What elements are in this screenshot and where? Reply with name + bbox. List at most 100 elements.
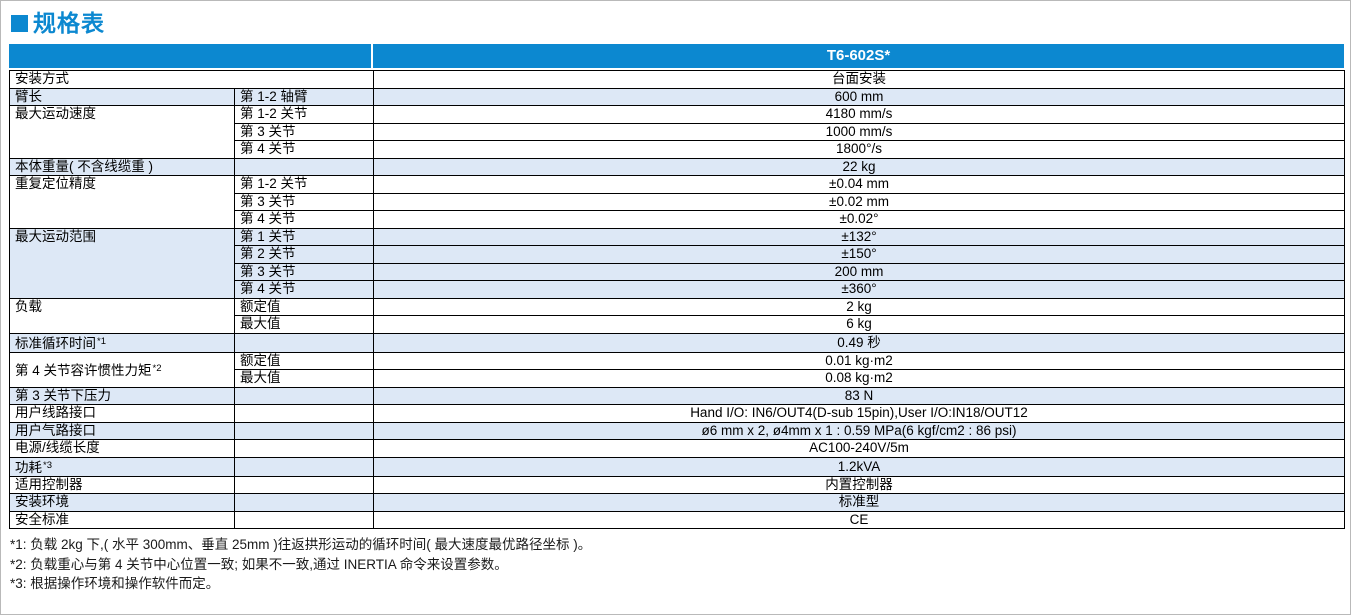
spec-label-cell: 最大运动速度 bbox=[9, 105, 235, 159]
spec-value-cell: Hand I/O: IN6/OUT4(D-sub 15pin),User I/O… bbox=[373, 404, 1345, 423]
spec-subitem-cell: 第 4 关节 bbox=[234, 140, 374, 159]
table-row: 第 3 关节下压力 83 N bbox=[9, 386, 1345, 405]
spec-subitem-cell bbox=[234, 493, 374, 512]
spec-subitem-cell bbox=[234, 404, 374, 423]
spec-subitem-cell bbox=[234, 475, 374, 494]
footnote-line: *1: 负载 2kg 下,( 水平 300mm、垂直 25mm )往返拱形运动的… bbox=[10, 537, 592, 552]
footnote-marker: *3 bbox=[43, 459, 52, 471]
table-row: 第 4 关节 ±360° bbox=[10, 280, 1345, 299]
spec-value-cell: ±132° bbox=[373, 227, 1345, 246]
spec-subitem-cell: 第 3 关节 bbox=[234, 262, 374, 281]
spec-value-cell: 600 mm bbox=[373, 87, 1345, 106]
spec-value-cell: ±0.02 mm bbox=[373, 192, 1345, 211]
spec-subitem-cell bbox=[234, 456, 374, 477]
spec-subitem-cell: 最大值 bbox=[234, 369, 374, 388]
table-row: 最大运动速度第 1-2 关节 4180 mm/s bbox=[9, 105, 1345, 159]
spec-subitem-cell bbox=[234, 332, 374, 353]
table-header-bar: T6-602S* bbox=[9, 44, 1344, 68]
spec-label-cell: 用户线路接口 bbox=[9, 404, 235, 423]
spec-value-cell: 1800°/s bbox=[373, 140, 1345, 159]
spec-label-cell: 电源/线缆长度 bbox=[9, 439, 235, 458]
spec-value-cell: 0.01 kg·m2 bbox=[373, 351, 1345, 370]
spec-value-cell: 4180 mm/s bbox=[373, 105, 1345, 124]
footnote-line: *3: 根据操作环境和操作软件而定。 bbox=[10, 576, 220, 591]
spec-subitem-cell: 第 1-2 关节 bbox=[234, 105, 374, 124]
spec-value-cell: 2 kg bbox=[373, 297, 1345, 316]
table-row: 臂长第 1-2 轴臂 600 mm bbox=[9, 87, 1345, 106]
table-row: 本体重量( 不含线缆重 ) 22 kg bbox=[9, 157, 1345, 176]
spec-label-cell: 安装方式 bbox=[9, 70, 374, 89]
spec-subitem-cell: 额定值 bbox=[234, 297, 374, 316]
table-row: 第 3 关节 200 mm bbox=[10, 262, 1345, 281]
table-row: 用户气路接口 ø6 mm x 2, ø4mm x 1 : 0.59 MPa(6 k… bbox=[9, 421, 1345, 440]
table-row: 安全标准 CE bbox=[9, 510, 1345, 529]
spec-subitem-cell: 第 1-2 关节 bbox=[234, 175, 374, 194]
spec-value-cell: ±150° bbox=[373, 245, 1345, 264]
spec-label-cell: 负载 bbox=[9, 297, 235, 334]
spec-value-cell: 0.49 秒 bbox=[373, 332, 1345, 353]
spec-subitem-cell: 第 1 关节 bbox=[234, 227, 374, 246]
spec-subitem-cell: 额定值 bbox=[234, 351, 374, 370]
spec-value-cell: 83 N bbox=[373, 386, 1345, 405]
table-row: 适用控制器 内置控制器 bbox=[9, 475, 1345, 494]
spec-value-cell: ±0.02° bbox=[373, 210, 1345, 229]
table-row: 第 4 关节容许惯性力矩*2 额定值 0.01 kg·m2 bbox=[9, 351, 1345, 388]
spec-label-cell: 臂长 bbox=[9, 87, 235, 106]
spec-value-cell: 6 kg bbox=[373, 315, 1345, 334]
spec-value-cell: 200 mm bbox=[373, 262, 1345, 281]
table-row: 最大值 6 kg bbox=[10, 315, 1345, 334]
spec-value-cell: CE bbox=[373, 510, 1345, 529]
spec-value-cell: ±360° bbox=[373, 280, 1345, 299]
spec-subitem-cell bbox=[234, 510, 374, 529]
table-row: 功耗*3 1.2kVA bbox=[9, 456, 1345, 477]
spec-subitem-cell: 第 3 关节 bbox=[234, 122, 374, 141]
spec-table: 安装方式 台面安装 臂长第 1-2 轴臂 600 mm 最大运动速度第 1-2 关节 41… bbox=[9, 70, 1345, 529]
spec-label-cell: 安装环境 bbox=[9, 493, 235, 512]
spec-label-cell: 第 3 关节下压力 bbox=[9, 386, 235, 405]
footnote-line: *2: 负载重心与第 4 关节中心位置一致; 如果不一致,通过 INERTIA … bbox=[10, 556, 508, 572]
spec-label-cell: 第 4 关节容许惯性力矩*2 bbox=[9, 351, 235, 388]
spec-subitem-cell: 第 3 关节 bbox=[234, 192, 374, 211]
footnotes: *1: 负载 2kg 下,( 水平 300mm、垂直 25mm )往返拱形运动的… bbox=[10, 535, 1342, 594]
spec-subitem-cell bbox=[234, 421, 374, 440]
table-header-spacer bbox=[9, 44, 373, 68]
table-row: 安装方式 台面安装 bbox=[9, 70, 1345, 89]
page-title: 规格表 bbox=[33, 9, 105, 36]
section-title-row: 规格表 bbox=[11, 10, 1342, 36]
spec-subitem-cell: 第 1-2 轴臂 bbox=[234, 87, 374, 106]
spec-label-cell: 用户气路接口 bbox=[9, 421, 235, 440]
title-square-icon bbox=[11, 14, 28, 32]
spec-label-cell: 本体重量( 不含线缆重 ) bbox=[9, 157, 235, 176]
spec-value-cell: 1000 mm/s bbox=[373, 122, 1345, 141]
spec-subitem-cell: 第 4 关节 bbox=[234, 280, 374, 299]
spec-value-cell: AC100-240V/5m bbox=[373, 439, 1345, 458]
table-header-model: T6-602S* bbox=[826, 47, 891, 64]
spec-value-cell: ±0.04 mm bbox=[373, 175, 1345, 194]
spec-subitem-cell: 第 4 关节 bbox=[234, 210, 374, 229]
table-row: 电源/线缆长度 AC100-240V/5m bbox=[9, 439, 1345, 458]
spec-label-cell: 功耗*3 bbox=[9, 456, 235, 477]
table-row: 标准循环时间*1 0.49 秒 bbox=[9, 332, 1345, 353]
spec-value-cell: 台面安装 bbox=[373, 70, 1345, 89]
table-row: 安装环境 标准型 bbox=[9, 493, 1345, 512]
spec-subitem-cell bbox=[234, 157, 374, 176]
spec-label-cell: 适用控制器 bbox=[9, 475, 235, 494]
spec-label-cell: 标准循环时间*1 bbox=[9, 332, 235, 353]
spec-label-cell: 安全标准 bbox=[9, 510, 235, 529]
spec-value-cell: 22 kg bbox=[373, 157, 1345, 176]
spec-label-cell: 重复定位精度 bbox=[9, 175, 235, 229]
spec-subitem-cell bbox=[234, 439, 374, 458]
spec-value-cell: ø6 mm x 2, ø4mm x 1 : 0.59 MPa(6 kgf/cm2… bbox=[373, 421, 1345, 440]
footnote-marker: *2 bbox=[152, 362, 162, 374]
table-row: 用户线路接口 Hand I/O: IN6/OUT4(D-sub 15pin),Us… bbox=[9, 404, 1345, 423]
table-row: 第 2 关节 ±150° bbox=[10, 245, 1345, 264]
spec-label-cell: 最大运动范围 bbox=[9, 227, 235, 299]
spec-value-cell: 内置控制器 bbox=[373, 475, 1345, 494]
spec-table-body: 安装方式 台面安装 臂长第 1-2 轴臂 600 mm 最大运动速度第 1-2 关节 41… bbox=[9, 70, 1345, 529]
footnote-marker: *1 bbox=[97, 335, 106, 347]
spec-value-cell: 0.08 kg·m2 bbox=[373, 369, 1345, 388]
table-row: 最大运动范围第 1 关节 ±132° bbox=[9, 227, 1345, 299]
table-row: 负载 额定值 2 kg bbox=[9, 297, 1345, 334]
table-row: 重复定位精度第 1-2 关节 ±0.04 mm bbox=[9, 175, 1345, 229]
